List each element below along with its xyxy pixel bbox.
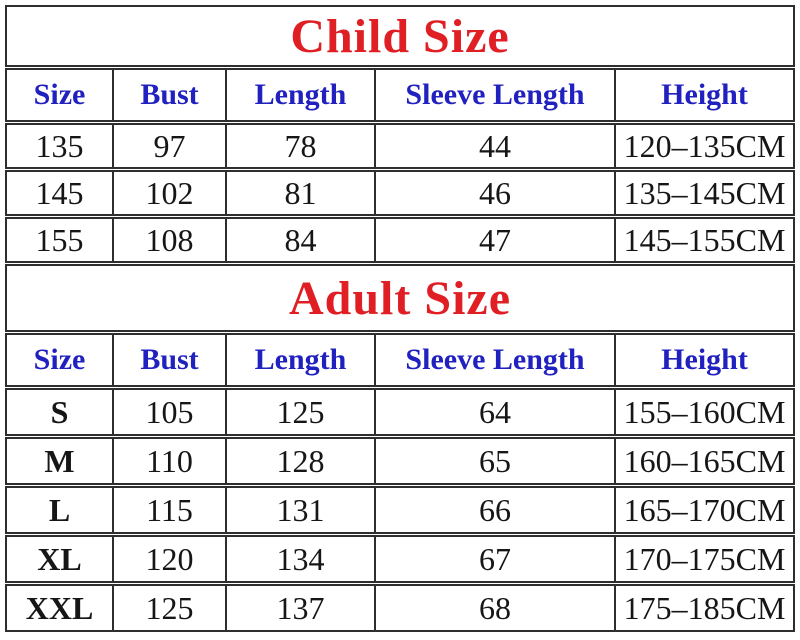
table-cell: S: [5, 388, 114, 436]
column-header-length: Length: [227, 333, 376, 387]
adult-size-section: Adult Size Size Bust Length Sleeve Lengt…: [5, 264, 796, 632]
table-cell: 120: [114, 535, 227, 583]
table-row: 155 108 84 47 145–155CM: [5, 217, 796, 263]
table-cell: 110: [114, 437, 227, 485]
table-cell: 97: [114, 123, 227, 169]
section-title-child: Child Size: [5, 5, 796, 67]
column-header-height: Height: [616, 333, 796, 387]
column-header-bust: Bust: [114, 68, 227, 122]
table-row: 135 97 78 44 120–135CM: [5, 123, 796, 169]
table-cell: 128: [227, 437, 376, 485]
table-row: 145 102 81 46 135–145CM: [5, 170, 796, 216]
table-cell: 155–160CM: [616, 388, 796, 436]
table-cell: 145–155CM: [616, 217, 796, 263]
column-header-height: Height: [616, 68, 796, 122]
table-cell: M: [5, 437, 114, 485]
column-header-sleeve-length: Sleeve Length: [376, 68, 616, 122]
table-cell: 67: [376, 535, 616, 583]
table-cell: 137: [227, 584, 376, 632]
table-cell: 65: [376, 437, 616, 485]
column-header-sleeve-length: Sleeve Length: [376, 333, 616, 387]
child-size-section: Child Size Size Bust Length Sleeve Lengt…: [5, 5, 796, 263]
table-cell: 81: [227, 170, 376, 216]
column-header-length: Length: [227, 68, 376, 122]
table-cell: L: [5, 486, 114, 534]
child-title-row: Child Size: [5, 5, 796, 67]
table-row: S 105 125 64 155–160CM: [5, 388, 796, 436]
table-cell: 135–145CM: [616, 170, 796, 216]
table-cell: 120–135CM: [616, 123, 796, 169]
table-cell: 66: [376, 486, 616, 534]
table-row: M 110 128 65 160–165CM: [5, 437, 796, 485]
table-cell: 84: [227, 217, 376, 263]
table-cell: 170–175CM: [616, 535, 796, 583]
table-cell: 44: [376, 123, 616, 169]
table-cell: 165–170CM: [616, 486, 796, 534]
table-cell: XL: [5, 535, 114, 583]
table-cell: 155: [5, 217, 114, 263]
table-cell: 64: [376, 388, 616, 436]
table-cell: 145: [5, 170, 114, 216]
table-row: XXL 125 137 68 175–185CM: [5, 584, 796, 632]
table-cell: 131: [227, 486, 376, 534]
table-cell: 102: [114, 170, 227, 216]
table-cell: 105: [114, 388, 227, 436]
table-cell: 175–185CM: [616, 584, 796, 632]
table-cell: 68: [376, 584, 616, 632]
table-cell: 108: [114, 217, 227, 263]
table-cell: XXL: [5, 584, 114, 632]
column-header-bust: Bust: [114, 333, 227, 387]
table-cell: 115: [114, 486, 227, 534]
table-cell: 160–165CM: [616, 437, 796, 485]
table-cell: 134: [227, 535, 376, 583]
column-header-size: Size: [5, 68, 114, 122]
column-header-size: Size: [5, 333, 114, 387]
table-cell: 78: [227, 123, 376, 169]
table-cell: 125: [114, 584, 227, 632]
section-title-adult: Adult Size: [5, 264, 796, 332]
table-cell: 46: [376, 170, 616, 216]
table-row: L 115 131 66 165–170CM: [5, 486, 796, 534]
child-header-row: Size Bust Length Sleeve Length Height: [5, 68, 796, 122]
table-cell: 135: [5, 123, 114, 169]
table-cell: 47: [376, 217, 616, 263]
table-cell: 125: [227, 388, 376, 436]
adult-header-row: Size Bust Length Sleeve Length Height: [5, 333, 796, 387]
adult-title-row: Adult Size: [5, 264, 796, 332]
size-chart-table: Child Size Size Bust Length Sleeve Lengt…: [5, 4, 796, 633]
table-row: XL 120 134 67 170–175CM: [5, 535, 796, 583]
